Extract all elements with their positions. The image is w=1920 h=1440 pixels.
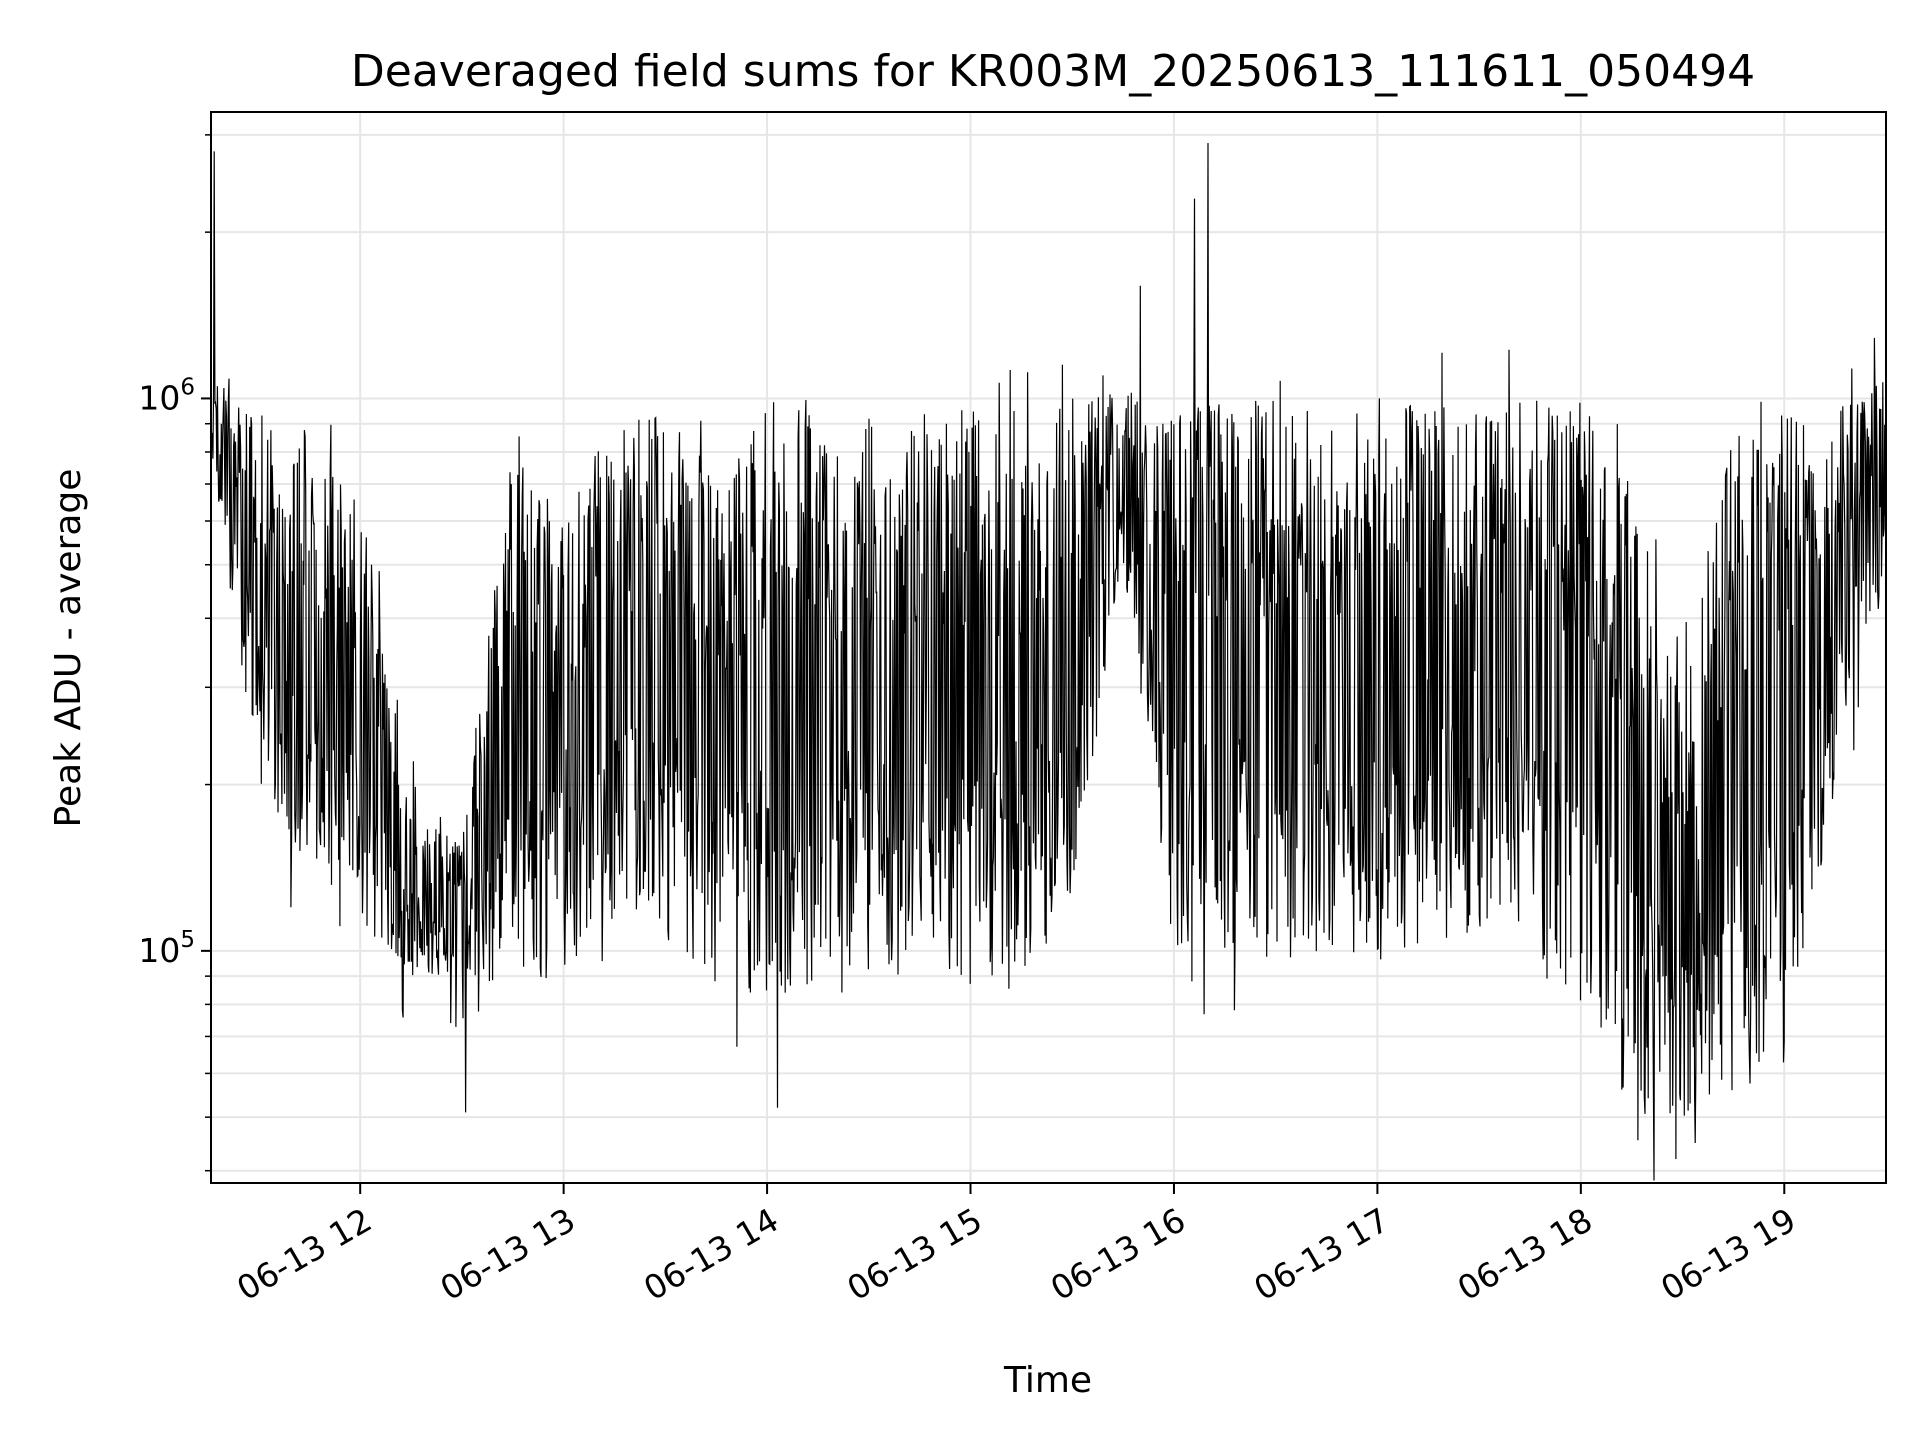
- y-tick-label: 105: [138, 927, 195, 970]
- y-axis: 105 106: [138, 134, 211, 1172]
- x-axis-label: Time: [1003, 1360, 1092, 1401]
- series-line: [211, 142, 1886, 1181]
- data-series: [211, 142, 1886, 1181]
- y-axis-label: Peak ADU - average: [48, 469, 89, 828]
- plot-frame: [210, 111, 1887, 1184]
- y-tick-label: 106: [138, 374, 195, 417]
- chart-title: Deaveraged field sums for KR003M_2025061…: [351, 46, 1755, 97]
